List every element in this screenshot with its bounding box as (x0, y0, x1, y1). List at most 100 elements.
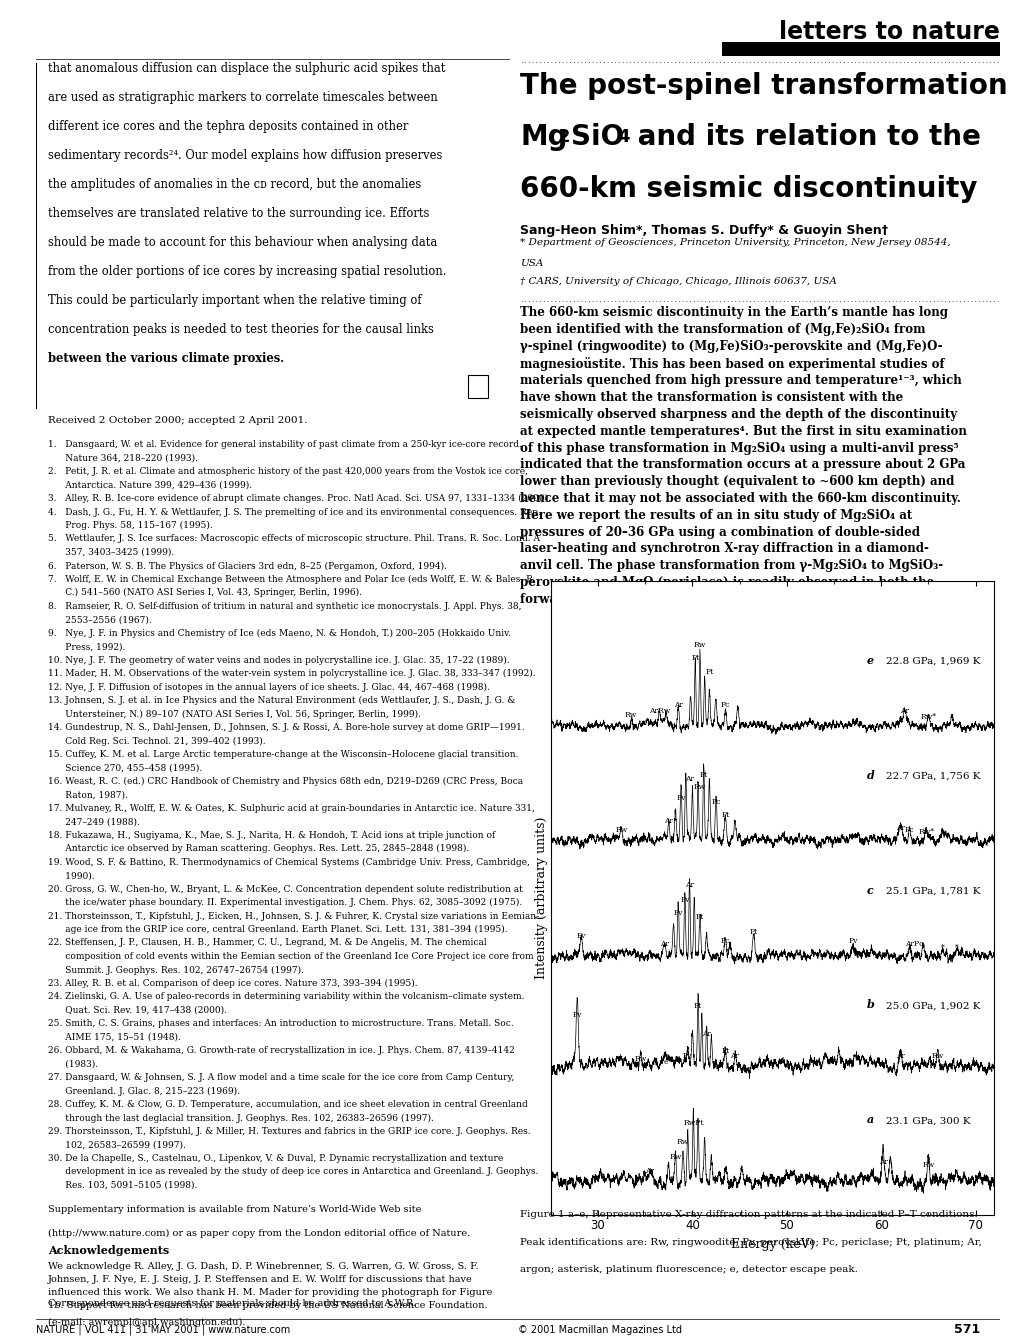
Text: Received 2 October 2000; accepted 2 April 2001.: Received 2 October 2000; accepted 2 Apri… (48, 416, 307, 425)
Text: 9.   Nye, J. F. in Physics and Chemistry of Ice (eds Maeno, N. & Hondoh, T.) 200: 9. Nye, J. F. in Physics and Chemistry o… (48, 628, 511, 637)
Text: 14. Gundestrup, N. S., Dahl-Jensen, D., Johnsen, S. J. & Rossi, A. Bore-hole sur: 14. Gundestrup, N. S., Dahl-Jensen, D., … (48, 723, 524, 731)
Text: USA: USA (520, 259, 543, 267)
Bar (468, 374, 488, 399)
Text: Pv: Pv (673, 909, 683, 917)
Text: 3.   Alley, R. B. Ice-core evidence of abrupt climate changes. Proc. Natl Acad. : 3. Alley, R. B. Ice-core evidence of abr… (48, 494, 550, 503)
Text: Pv: Pv (572, 1011, 582, 1019)
Text: 357, 3403–3425 (1999).: 357, 3403–3425 (1999). (48, 548, 174, 557)
Text: Pt: Pt (693, 1002, 701, 1011)
Text: Ar: Ar (877, 1158, 887, 1166)
Text: 1.   Dansgaard, W. et al. Evidence for general instability of past climate from : 1. Dansgaard, W. et al. Evidence for gen… (48, 440, 522, 450)
Text: 8.   Ramseier, R. O. Self-diffusion of tritium in natural and synthetic ice mono: 8. Ramseier, R. O. Self-diffusion of tri… (48, 601, 521, 611)
Text: the amplitudes of anomalies in the cᴅ record, but the anomalies: the amplitudes of anomalies in the cᴅ re… (48, 178, 421, 191)
Text: Rw: Rw (677, 1138, 689, 1146)
Text: Pt: Pt (704, 668, 713, 676)
Text: Pc: Pc (720, 937, 730, 945)
Text: Rw*: Rw* (919, 713, 935, 721)
Text: Pv: Pv (683, 1052, 692, 1060)
Text: Ar: Ar (895, 824, 904, 832)
Text: 16. Weast, R. C. (ed.) CRC Handbook of Chemistry and Physics 68th edn, D219–D269: 16. Weast, R. C. (ed.) CRC Handbook of C… (48, 777, 523, 786)
Text: 15. Cuffey, K. M. et al. Large Arctic temperature-change at the Wisconsin–Holoce: 15. Cuffey, K. M. et al. Large Arctic te… (48, 750, 518, 760)
Text: Untersteiner, N.) 89–107 (NATO ASI Series I, Vol. 56, Springer, Berlin, 1999).: Untersteiner, N.) 89–107 (NATO ASI Serie… (48, 710, 421, 719)
FancyBboxPatch shape (720, 43, 999, 56)
Text: Antarctica. Nature 399, 429–436 (1999).: Antarctica. Nature 399, 429–436 (1999). (48, 480, 252, 490)
Text: Pt: Pt (720, 811, 729, 819)
Text: Figure 1 a–e, Representative X-ray diffraction patterns at the indicated P–T con: Figure 1 a–e, Representative X-ray diffr… (520, 1210, 977, 1220)
Text: The post-spinel transformation in: The post-spinel transformation in (520, 72, 1019, 101)
Text: development in ice as revealed by the study of deep ice cores in Antarctica and : development in ice as revealed by the st… (48, 1168, 538, 1177)
Text: Rw: Rw (634, 1055, 646, 1063)
Text: 102, 26583–26599 (1997).: 102, 26583–26599 (1997). (48, 1141, 185, 1150)
Text: that anomalous diffusion can displace the sulphuric acid spikes that: that anomalous diffusion can displace th… (48, 62, 445, 75)
Text: 22.8 GPa, 1,969 K: 22.8 GPa, 1,969 K (886, 658, 979, 666)
Text: Greenland. J. Glac. 8, 215–223 (1969).: Greenland. J. Glac. 8, 215–223 (1969). (48, 1087, 239, 1095)
Text: 1b. Support for this research has been provided by the US National Science Found: 1b. Support for this research has been p… (48, 1300, 487, 1310)
Text: © 2001 Macmillan Magazines Ltd: © 2001 Macmillan Magazines Ltd (518, 1325, 681, 1335)
Text: 10. Nye, J. F. The geometry of water veins and nodes in polycrystalline ice. J. : 10. Nye, J. F. The geometry of water vei… (48, 656, 510, 664)
Text: Rw: Rw (930, 1052, 943, 1060)
Text: concentration peaks is needed to test theories for the causal links: concentration peaks is needed to test th… (48, 323, 433, 337)
Text: Mg: Mg (520, 123, 568, 150)
Text: Science 270, 455–458 (1995).: Science 270, 455–458 (1995). (48, 764, 202, 773)
Text: a: a (866, 1114, 873, 1125)
Text: AIME 175, 15–51 (1948).: AIME 175, 15–51 (1948). (48, 1033, 180, 1041)
Text: Rw: Rw (921, 1161, 933, 1169)
Text: Pv: Pv (676, 794, 685, 803)
Text: 2.   Petit, J. R. et al. Climate and atmospheric history of the past 420,000 yea: 2. Petit, J. R. et al. Climate and atmos… (48, 467, 528, 476)
Text: composition of cold events within the Eemian section of the Greenland Ice Core P: composition of cold events within the Ee… (48, 951, 533, 961)
Text: different ice cores and the tephra deposits contained in other: different ice cores and the tephra depos… (48, 119, 408, 133)
Text: 2553–2556 (1967).: 2553–2556 (1967). (48, 615, 152, 624)
Text: Ar: Ar (685, 774, 693, 782)
Text: d: d (866, 770, 874, 781)
Text: 5.   Wettlaufer, J. S. Ice surfaces: Macroscopic effects of microscopic structur: 5. Wettlaufer, J. S. Ice surfaces: Macro… (48, 534, 539, 544)
Text: 17. Mulvaney, R., Wolff, E. W. & Oates, K. Sulphuric acid at grain-boundaries in: 17. Mulvaney, R., Wolff, E. W. & Oates, … (48, 804, 534, 813)
Text: Rw: Rw (625, 711, 637, 719)
Text: Antarctic ice observed by Raman scattering. Geophys. Res. Lett. 25, 2845–2848 (1: Antarctic ice observed by Raman scatteri… (48, 844, 469, 854)
Text: We acknowledge R. Alley, J. G. Dash, D. P. Winebrenner, S. G. Warren, G. W. Gros: We acknowledge R. Alley, J. G. Dash, D. … (48, 1261, 478, 1271)
Text: Ar: Ar (701, 1029, 710, 1037)
Text: 20. Gross, G. W., Chen-ho, W., Bryant, L. & McKee, C. Concentration dependent so: 20. Gross, G. W., Chen-ho, W., Bryant, L… (48, 884, 523, 894)
Text: Rw: Rw (614, 825, 627, 833)
Text: 28. Cuffey, K. M. & Clow, G. D. Temperature, accumulation, and ice sheet elevati: 28. Cuffey, K. M. & Clow, G. D. Temperat… (48, 1100, 527, 1108)
Text: 23. Alley, R. B. et al. Comparison of deep ice cores. Nature 373, 393–394 (1995): 23. Alley, R. B. et al. Comparison of de… (48, 978, 417, 988)
Text: Pc: Pc (904, 825, 913, 833)
Text: 1990).: 1990). (48, 871, 95, 880)
Text: Pt: Pt (691, 654, 699, 662)
Text: (e-mail: awrempl@apl.washington.edu).: (e-mail: awrempl@apl.washington.edu). (48, 1318, 246, 1327)
Text: 660-km seismic discontinuity: 660-km seismic discontinuity (520, 176, 977, 203)
Text: c: c (866, 884, 873, 895)
Text: Res. 103, 5091–5105 (1998).: Res. 103, 5091–5105 (1998). (48, 1181, 197, 1190)
Text: Pv: Pv (680, 896, 689, 905)
Text: Rw: Rw (693, 641, 705, 650)
Text: Pc: Pc (720, 701, 730, 709)
Text: Pv: Pv (576, 931, 585, 939)
Text: Summit. J. Geophys. Res. 102, 26747–26754 (1997).: Summit. J. Geophys. Res. 102, 26747–2675… (48, 965, 304, 974)
Text: RwPt: RwPt (683, 1119, 703, 1127)
Text: themselves are translated relative to the surrounding ice. Efforts: themselves are translated relative to th… (48, 207, 429, 220)
X-axis label: Energy (keV): Energy (keV) (731, 1237, 813, 1251)
Text: Ar: Ar (895, 1052, 904, 1060)
Text: b: b (866, 1000, 874, 1011)
Text: e: e (663, 1057, 667, 1066)
Text: 23.1 GPa, 300 K: 23.1 GPa, 300 K (886, 1117, 970, 1125)
Text: Sang-Heon Shim*, Thomas S. Duffy* & Guoyin Shen†: Sang-Heon Shim*, Thomas S. Duffy* & Guoy… (520, 224, 888, 238)
Text: from the older portions of ice cores by increasing spatial resolution.: from the older portions of ice cores by … (48, 266, 446, 278)
Text: Cold Reg. Sci. Technol. 21, 399–402 (1993).: Cold Reg. Sci. Technol. 21, 399–402 (199… (48, 737, 265, 746)
Text: 18. Fukazawa, H., Sugiyama, K., Mae, S. J., Narita, H. & Hondoh, T. Acid ions at: 18. Fukazawa, H., Sugiyama, K., Mae, S. … (48, 831, 494, 840)
Text: 25.0 GPa, 1,902 K: 25.0 GPa, 1,902 K (886, 1001, 979, 1011)
Text: *: * (940, 829, 944, 837)
Text: sedimentary records²⁴. Our model explains how diffusion preserves: sedimentary records²⁴. Our model explain… (48, 149, 442, 162)
Text: (1983).: (1983). (48, 1060, 98, 1068)
Text: 7.   Wolff, E. W. in Chemical Exchange Between the Atmosphere and Polar Ice (eds: 7. Wolff, E. W. in Chemical Exchange Bet… (48, 574, 535, 584)
Text: 13. Johnsen, S. J. et al. in Ice Physics and the Natural Environment (eds Wettla: 13. Johnsen, S. J. et al. in Ice Physics… (48, 696, 515, 705)
Text: C.) 541–560 (NATO ASI Series I, Vol. 43, Springer, Berlin, 1996).: C.) 541–560 (NATO ASI Series I, Vol. 43,… (48, 588, 362, 597)
Text: 24. Zielinski, G. A. Use of paleo-records in determining variability within the : 24. Zielinski, G. A. Use of paleo-record… (48, 992, 524, 1001)
Text: 11. Mader, H. M. Observations of the water-vein system in polycrystalline ice. J: 11. Mader, H. M. Observations of the wat… (48, 670, 535, 678)
Text: This could be particularly important when the relative timing of: This could be particularly important whe… (48, 294, 421, 307)
Text: *: * (954, 943, 958, 951)
Text: 30. De la Chapelle, S., Castelnau, O., Lipenkov, V. & Duval, P. Dynamic recrysta: 30. De la Chapelle, S., Castelnau, O., L… (48, 1154, 502, 1164)
Text: Pc: Pc (710, 798, 720, 807)
Text: 29. Thorsteinsson, T., Kipfstuhl, J. & Miller, H. Textures and fabrics in the GR: 29. Thorsteinsson, T., Kipfstuhl, J. & M… (48, 1127, 530, 1135)
Text: 2: 2 (557, 129, 570, 146)
Text: The 660-km seismic discontinuity in the Earth’s mantle has long
been identified : The 660-km seismic discontinuity in the … (520, 306, 966, 605)
